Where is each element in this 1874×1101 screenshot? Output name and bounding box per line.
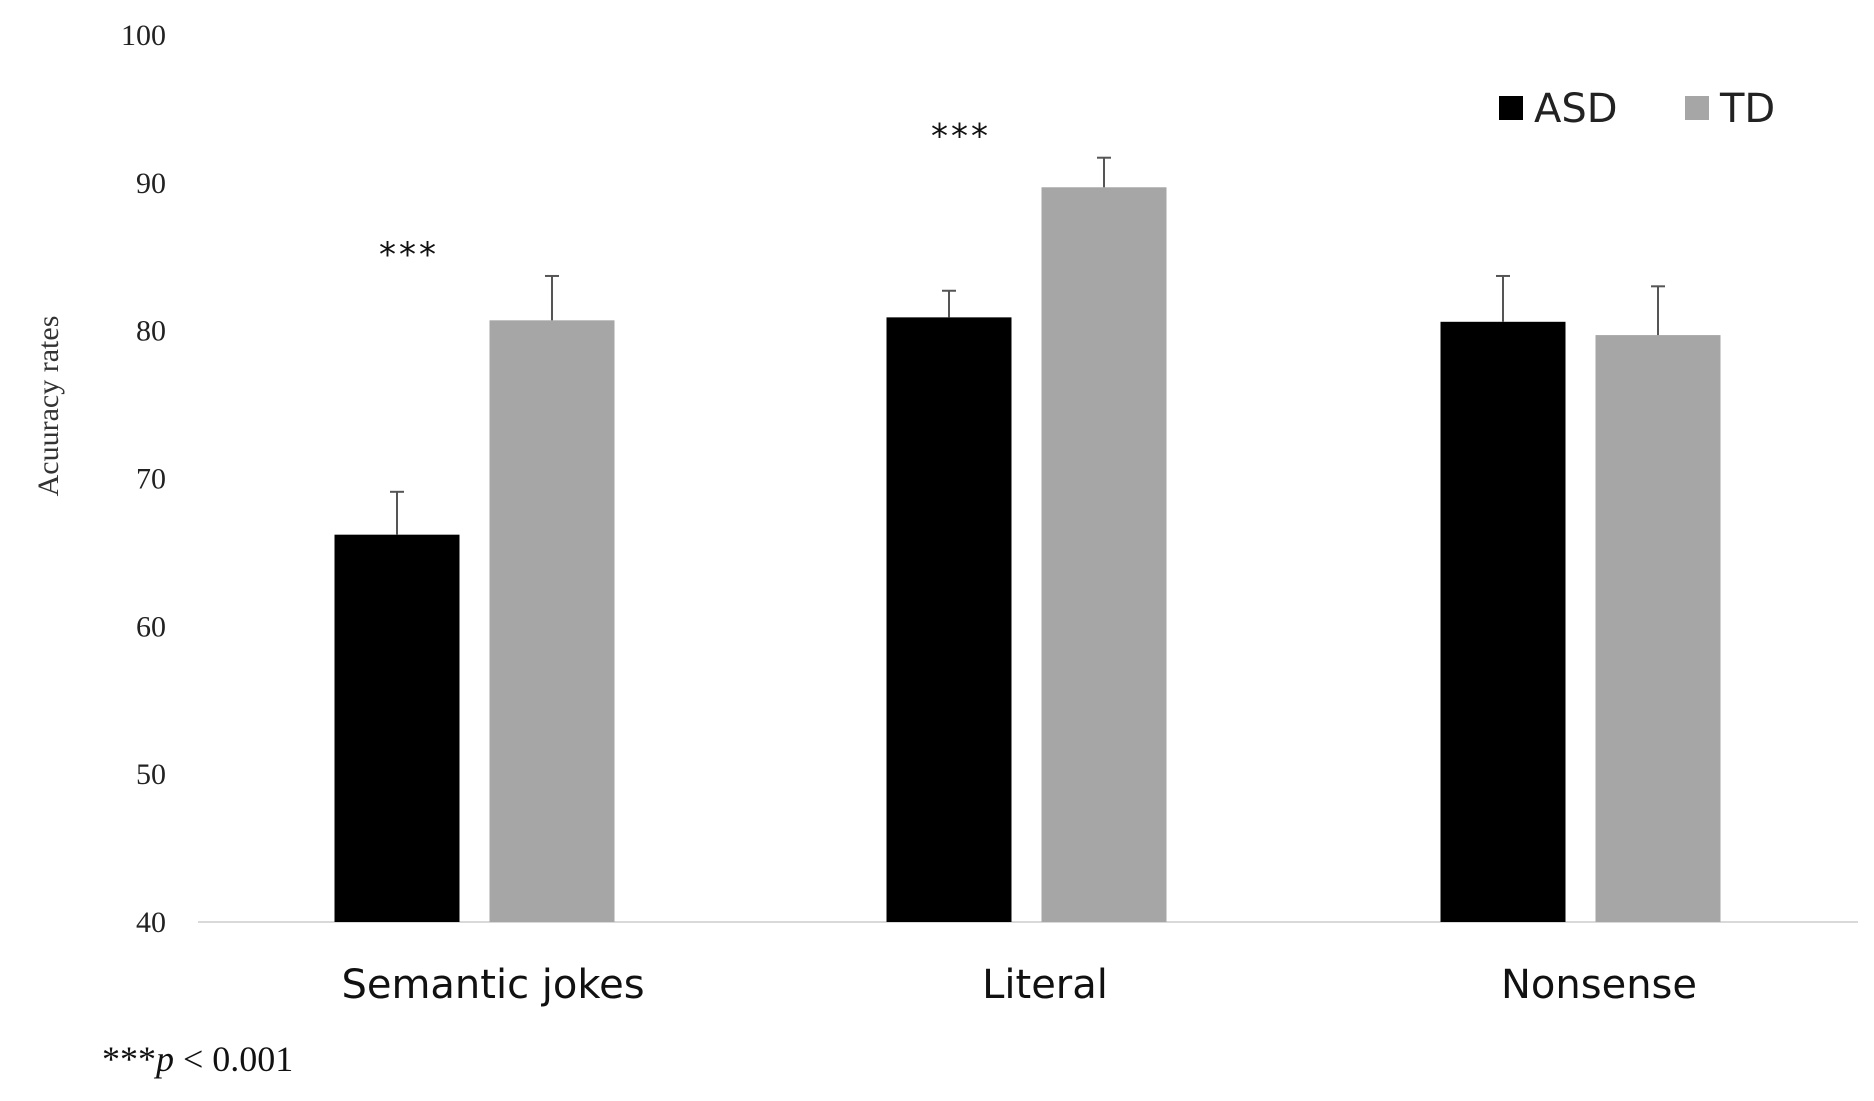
bars-group [334, 187, 1721, 923]
legend-swatch-asd [1499, 96, 1523, 120]
significance-footnote: ***p < 0.001 [102, 1038, 293, 1080]
bar-td [1595, 335, 1721, 922]
y-axis-ticks: 40 50 60 70 80 90 100 [121, 19, 166, 939]
legend-label-asd: ASD [1534, 86, 1618, 132]
x-axis-categories: Semantic jokes Literal Nonsense [341, 962, 1697, 1008]
x-category-label: Literal [982, 962, 1108, 1008]
y-tick-label: 100 [121, 19, 166, 52]
bar-td [489, 320, 615, 922]
legend-label-td: TD [1719, 86, 1775, 132]
bar-asd [334, 534, 460, 922]
x-category-label: Semantic jokes [341, 962, 644, 1008]
significance-marker: *** [379, 235, 439, 275]
y-tick-label: 80 [136, 315, 166, 348]
bar-asd [1440, 321, 1566, 923]
significance-markers: *** *** [379, 117, 991, 275]
bar-asd [886, 317, 1012, 922]
y-tick-label: 40 [136, 906, 166, 939]
y-tick-label: 50 [136, 758, 166, 791]
legend: ASD TD [1499, 86, 1775, 132]
legend-swatch-td [1685, 96, 1709, 120]
y-tick-label: 90 [136, 167, 166, 200]
footnote-stars: *** [102, 1039, 156, 1079]
footnote-p: p [156, 1039, 174, 1079]
y-tick-label: 60 [136, 610, 166, 643]
significance-marker: *** [931, 117, 991, 157]
y-axis-label: Acuuracy rates [32, 316, 65, 497]
footnote-threshold: < 0.001 [174, 1039, 294, 1079]
y-tick-label: 70 [136, 463, 166, 496]
bar-td [1041, 187, 1167, 923]
error-bars-group [390, 156, 1665, 535]
x-category-label: Nonsense [1501, 962, 1697, 1008]
